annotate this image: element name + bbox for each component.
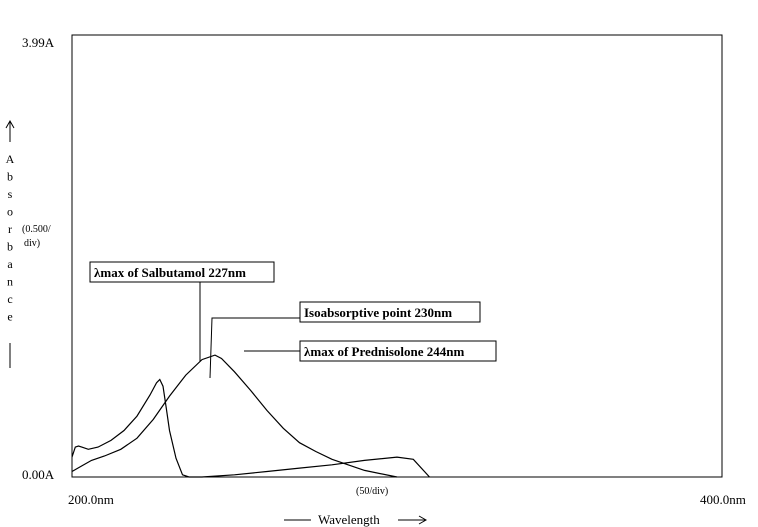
annotation-box-prednisolone	[299, 340, 497, 362]
y-axis-label-letter: a	[7, 257, 13, 271]
annotation-isoabsorptive: Isoabsorptive point 230nm	[304, 305, 452, 320]
y-tick-max: 3.99A	[22, 35, 55, 50]
x-scale-label: (50/div)	[356, 486, 388, 497]
y-axis-label-letter: A	[6, 152, 15, 166]
y-axis-label-letter: r	[8, 222, 12, 236]
series-line-1	[71, 378, 430, 478]
annotation-box-isoabsorptive	[299, 301, 481, 323]
annotation-salbutamol: λmax of Salbutamol 227nm	[94, 265, 246, 280]
y-axis-label-letter: o	[7, 205, 13, 219]
y-axis-label-letter: b	[7, 170, 13, 184]
x-tick-max: 400.0nm	[700, 492, 746, 507]
y-axis-label-letter: b	[7, 240, 13, 254]
leader-isoabsorptive	[209, 317, 300, 379]
x-tick-min: 200.0nm	[68, 492, 114, 507]
series-line-2	[71, 354, 398, 478]
series-group	[71, 354, 430, 478]
y-scale-label-line1: (0.500/	[22, 224, 51, 235]
y-tick-min: 0.00A	[22, 467, 55, 482]
annotation-prednisolone: λmax of Prednisolone 244nm	[304, 344, 465, 359]
y-axis-label-letter: n	[7, 275, 13, 289]
y-scale-label-line2: div)	[24, 238, 40, 249]
plot-frame	[71, 34, 723, 478]
y-axis-label-letter: c	[7, 292, 12, 306]
y-axis-label-arrow	[5, 119, 15, 368]
x-axis-label: Wavelength	[318, 512, 380, 527]
x-axis-label-arrows	[284, 515, 428, 525]
annotation-box-salbutamol	[89, 261, 275, 283]
y-axis-label-letter: e	[7, 310, 12, 324]
annotation-leaders	[199, 282, 300, 379]
y-axis-label-letter: s	[8, 187, 13, 201]
